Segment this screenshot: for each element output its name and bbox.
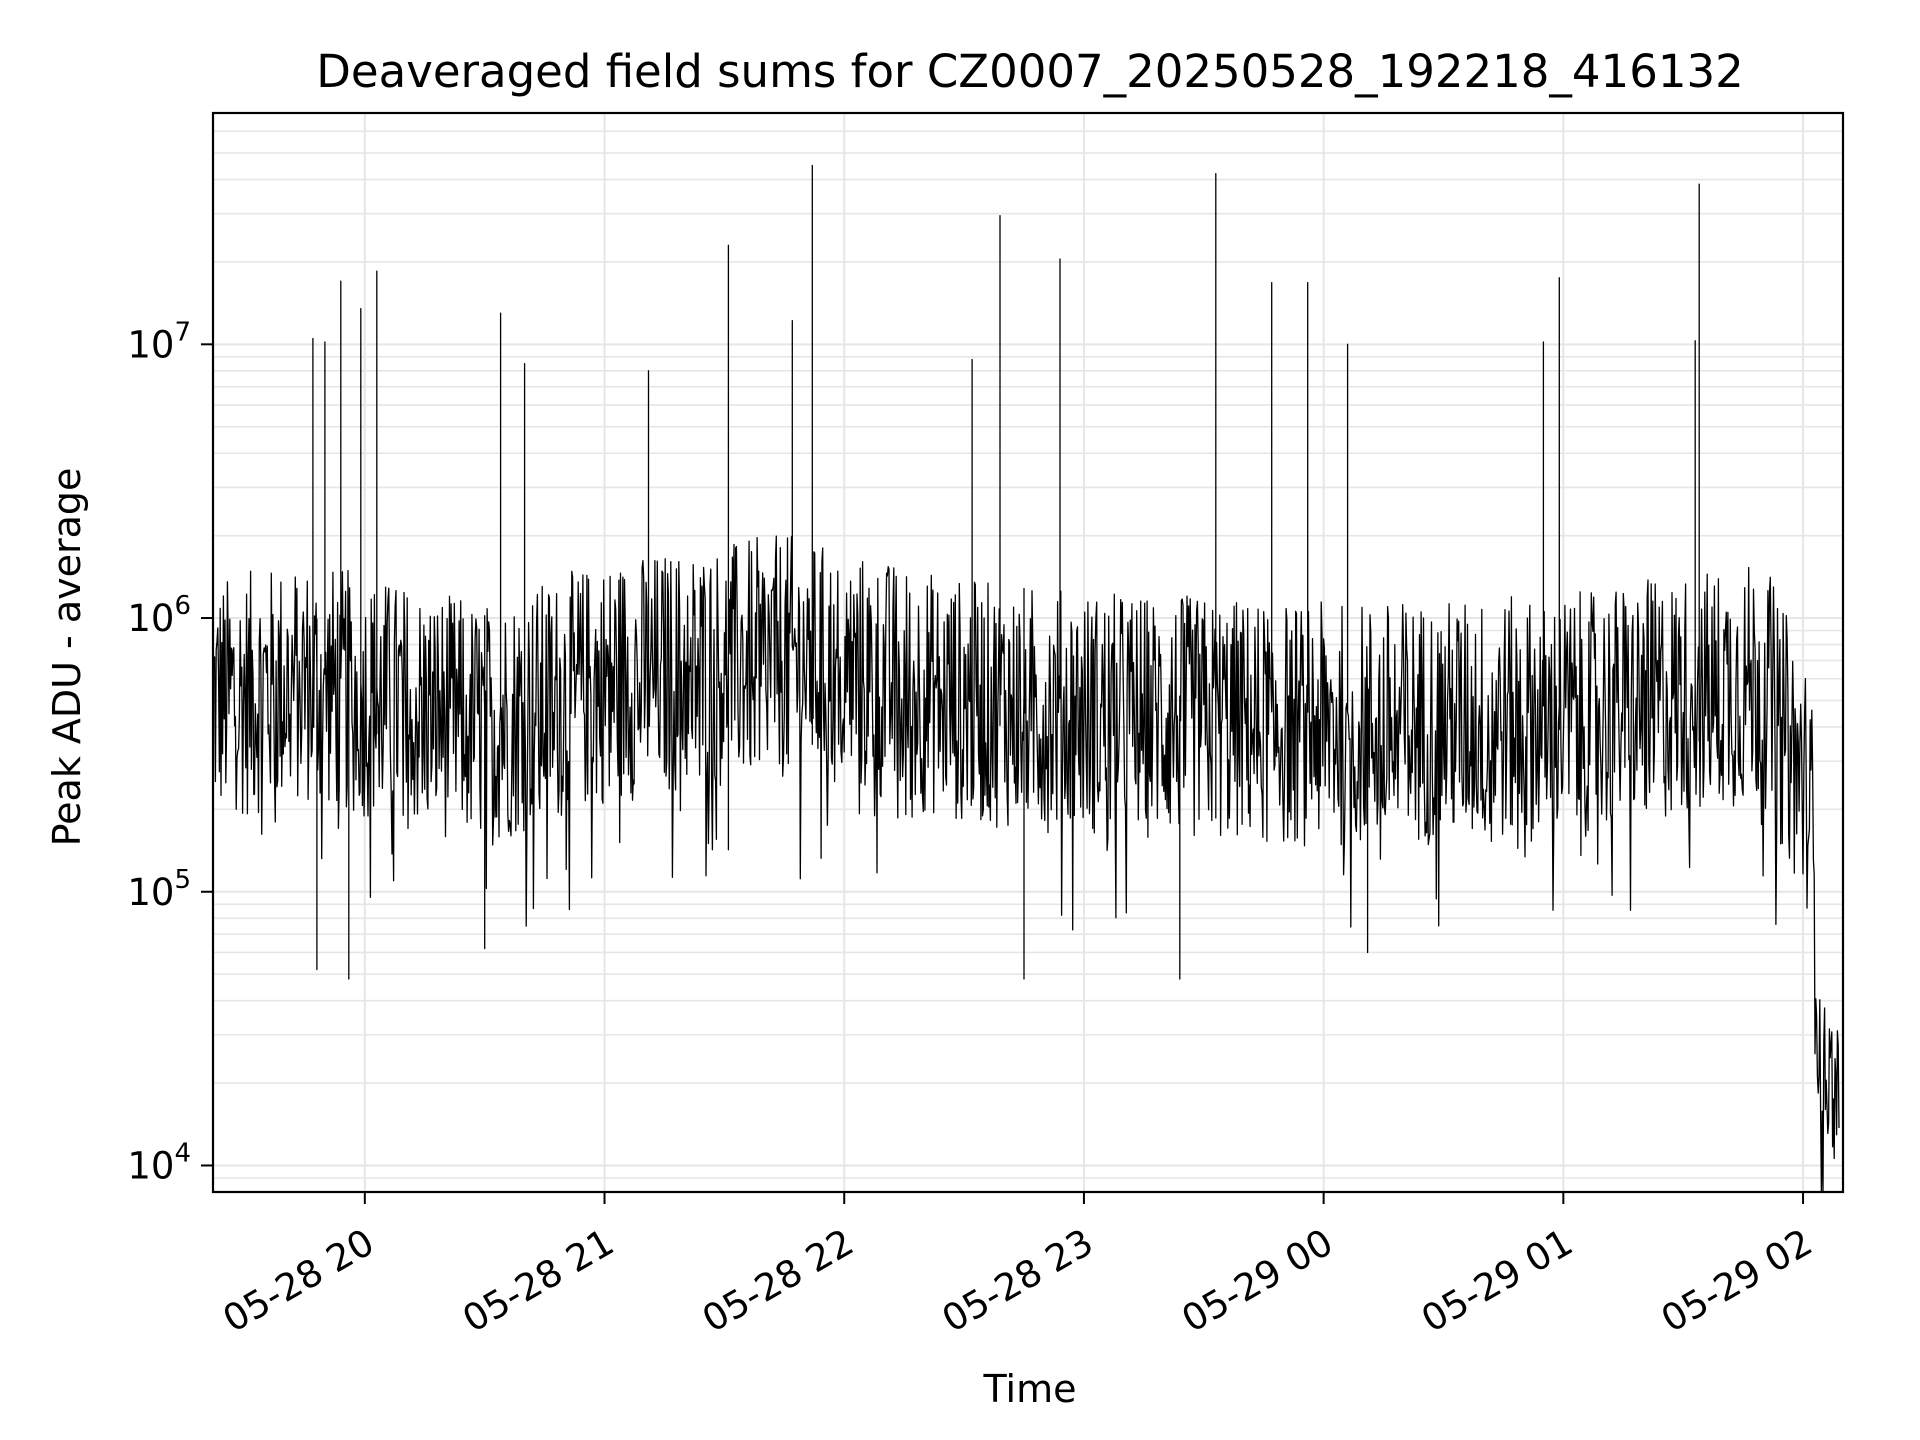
series-line — [212, 164, 1840, 1193]
x-axis-label: Time — [983, 1367, 1077, 1411]
y-tick-base: 10 — [127, 1144, 174, 1187]
y-tick-base: 10 — [127, 871, 174, 914]
y-tick-exponent: 7 — [174, 317, 191, 347]
y-tick-exponent: 6 — [174, 591, 191, 621]
y-tick-label: 104 — [127, 1138, 191, 1187]
y-tick-exponent: 5 — [174, 865, 191, 895]
y-tick-base: 10 — [127, 323, 174, 366]
chart-title: Deaveraged field sums for CZ0007_2025052… — [316, 45, 1743, 98]
y-tick-label: 105 — [127, 865, 191, 914]
plot-frame — [211, 111, 1845, 1194]
y-tick-label: 107 — [127, 317, 191, 366]
y-tick-exponent: 4 — [174, 1138, 191, 1168]
y-axis-label: Peak ADU - average — [45, 468, 89, 847]
y-tick-label: 106 — [127, 591, 191, 640]
y-tick-base: 10 — [127, 597, 174, 640]
series-area — [212, 164, 1840, 1193]
